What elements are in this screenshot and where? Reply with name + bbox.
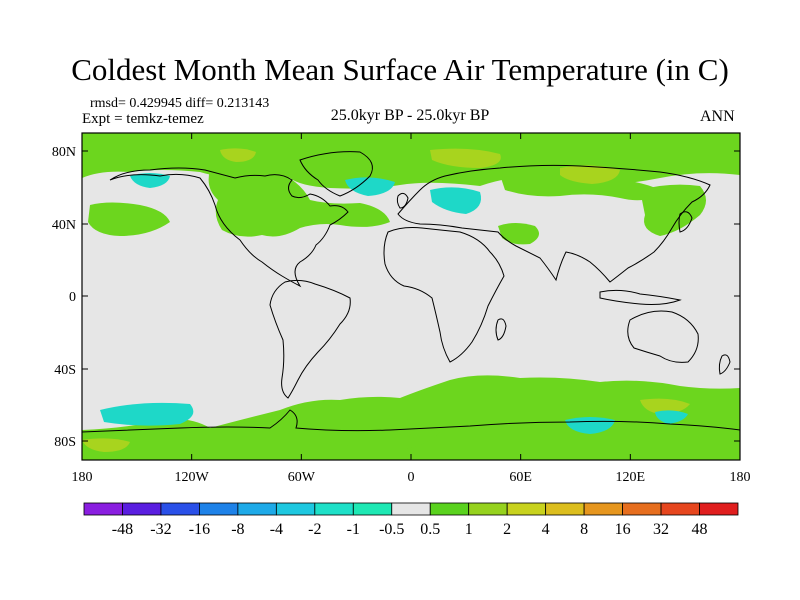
experiment-label: Expt = temkz-temez xyxy=(82,111,204,127)
legend-swatch xyxy=(429,502,470,516)
rmsd-diff-stats: rmsd= 0.429945 diff= 0.213143 xyxy=(90,96,270,111)
legend-swatch xyxy=(468,502,508,516)
north-pacific-warming-region xyxy=(88,202,170,236)
legend-swatch xyxy=(237,502,277,516)
season-label: ANN xyxy=(700,108,735,125)
lon-tick-label: 120E xyxy=(616,470,646,485)
color-legend: -48 -32 -16 -8 -4 -2 -1 -0.5 0.5 1 2 4 8 16 32 48 xyxy=(83,502,739,538)
legend-swatch xyxy=(622,502,662,516)
lon-tick-label: 60E xyxy=(509,470,532,485)
lon-tick-label: 60W xyxy=(288,470,316,485)
map-title: Coldest Month Mean Surface Air Temperatu… xyxy=(71,52,729,87)
eurasia-coastline xyxy=(397,164,711,283)
legend-label: 0.5 xyxy=(420,521,440,538)
legend-swatch xyxy=(506,502,547,516)
lon-tick-label: 180 xyxy=(72,470,93,485)
greenland-coastline xyxy=(299,151,373,197)
indonesia-coastline xyxy=(599,289,682,305)
legend-swatch xyxy=(83,502,123,516)
legend-label: 4 xyxy=(542,521,550,538)
antarctica-coastline xyxy=(82,409,740,433)
lat-tick-label: 40N xyxy=(52,218,76,233)
moderate-warming-spot xyxy=(82,438,130,452)
legend-label: -8 xyxy=(231,521,244,538)
cooling-region xyxy=(655,410,688,424)
lon-tick-label: 180 xyxy=(730,470,751,485)
antarctic-interior-warming-region xyxy=(300,412,440,450)
cooling-region xyxy=(100,402,194,426)
legend-label: -1 xyxy=(347,521,360,538)
legend-label: 48 xyxy=(692,521,708,538)
moderate-warming-spot xyxy=(560,165,620,184)
cooling-region xyxy=(345,177,395,196)
legend-swatch xyxy=(122,502,162,516)
east-asia-warming-region xyxy=(640,184,706,236)
new-zealand-coastline xyxy=(718,354,731,375)
period-label: 25.0kyr BP - 25.0kyr BP xyxy=(330,107,490,124)
cooling-region xyxy=(130,173,170,188)
moderate-warming-spot xyxy=(430,148,501,168)
legend-label: 1 xyxy=(465,521,473,538)
legend-swatch xyxy=(391,502,431,516)
lon-tick-label: 120W xyxy=(175,470,210,485)
anomaly-shading xyxy=(82,133,740,460)
legend-swatch xyxy=(545,502,585,516)
coastlines xyxy=(82,151,740,433)
cooling-region xyxy=(430,187,482,214)
north-america-coastline xyxy=(109,167,349,288)
siberia-warming-region xyxy=(500,172,660,201)
legend-label: -4 xyxy=(270,521,283,538)
legend-label: 2 xyxy=(503,521,511,538)
japan-coastline xyxy=(678,211,693,233)
latitude-axis: 80N 40N 0 40S 80S xyxy=(52,145,740,450)
legend-label: -48 xyxy=(112,521,133,538)
lon-tick-label: 0 xyxy=(408,470,415,485)
lat-tick-label: 80S xyxy=(54,435,76,450)
moderate-warming-spot xyxy=(640,398,690,414)
legend-swatch xyxy=(314,502,354,516)
middle-east-warming-region xyxy=(498,223,539,245)
southern-ocean-warming-region xyxy=(82,375,740,460)
legend-label: -2 xyxy=(308,521,321,538)
longitude-axis: 180 120W 60W 0 60E 120E 180 xyxy=(72,133,751,485)
legend-label: 8 xyxy=(580,521,588,538)
legend-label: 32 xyxy=(653,521,669,538)
legend-swatch xyxy=(352,502,393,516)
lat-tick-label: 0 xyxy=(69,290,76,305)
north-america-warming-region xyxy=(208,164,390,237)
madagascar-coastline xyxy=(495,318,507,341)
legend-swatch xyxy=(583,502,623,516)
lat-tick-label: 40S xyxy=(54,363,76,378)
legend-swatch xyxy=(160,502,200,516)
legend-swatch xyxy=(660,502,700,516)
lat-tick-label: 80N xyxy=(52,145,76,160)
africa-coastline xyxy=(383,227,505,363)
legend-label: -32 xyxy=(150,521,171,538)
legend-swatch xyxy=(699,502,739,516)
legend-swatch xyxy=(199,502,239,516)
legend-label: -16 xyxy=(189,521,210,538)
south-america-coastline xyxy=(269,279,351,399)
legend-label: 16 xyxy=(615,521,631,538)
legend-label: -0.5 xyxy=(379,521,404,538)
legend-swatch xyxy=(275,502,316,516)
moderate-warming-spot xyxy=(220,148,256,162)
australia-coastline xyxy=(627,310,699,363)
uk-coastline xyxy=(396,192,409,209)
